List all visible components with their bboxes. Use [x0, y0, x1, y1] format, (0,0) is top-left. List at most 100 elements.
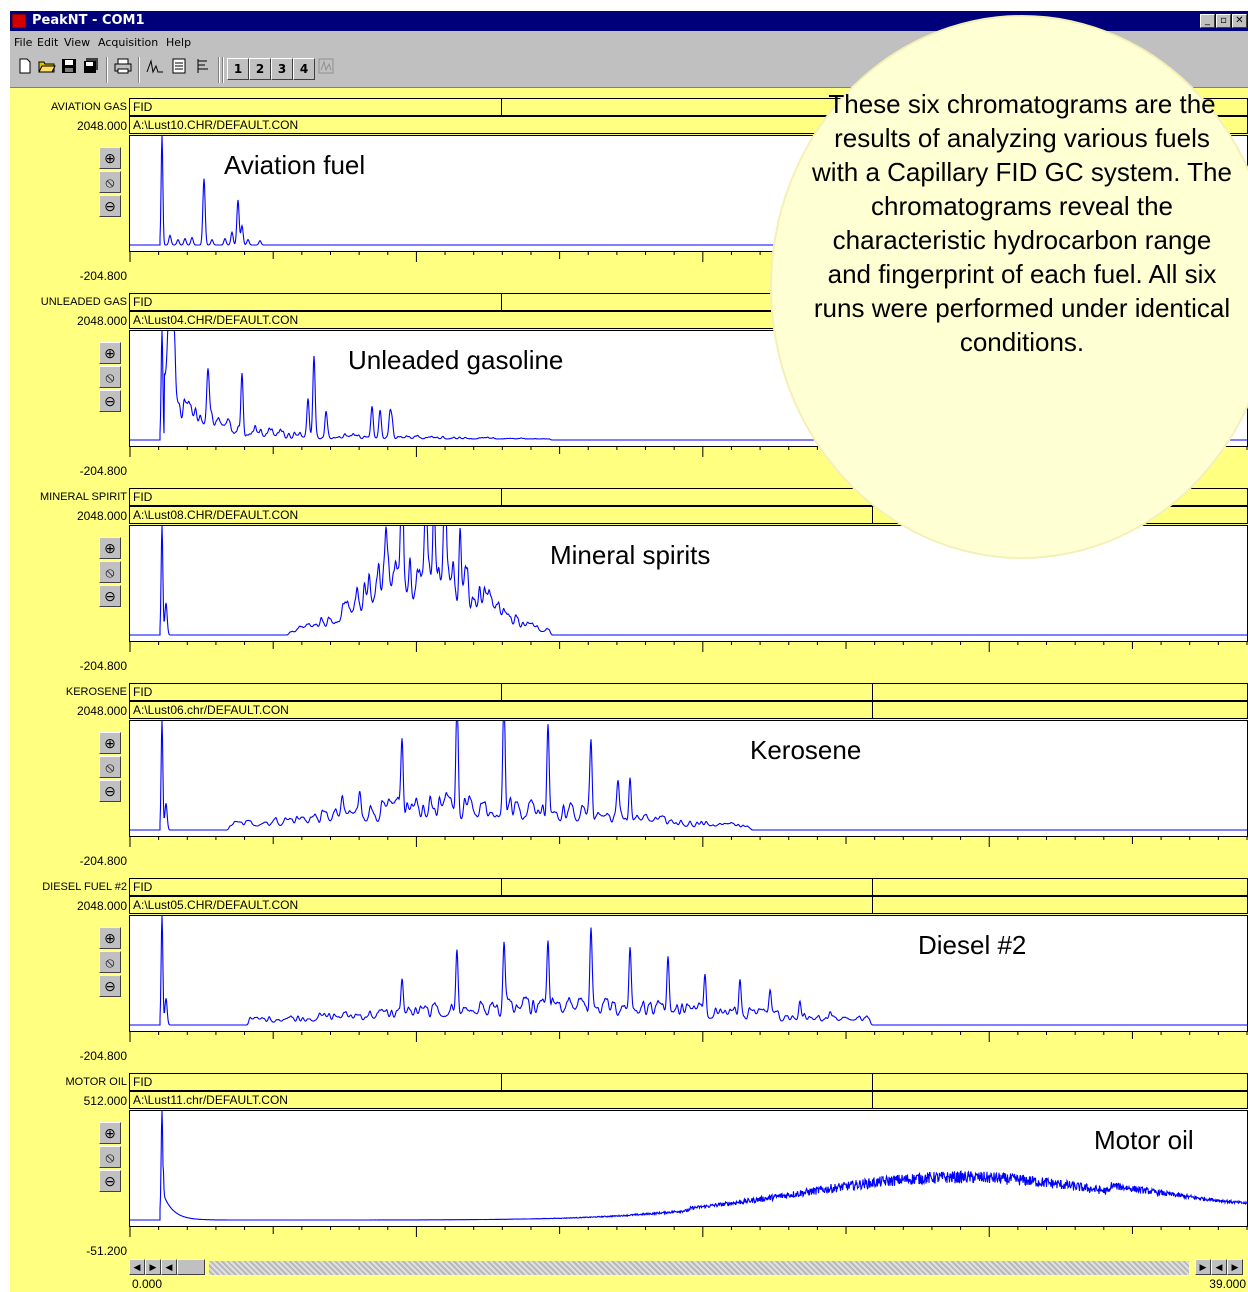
title-bar: PeakNT - COM1 _ ▫ ✕ — [10, 11, 1248, 31]
bar-divider — [501, 489, 502, 505]
bar-divider — [501, 879, 502, 895]
chromatogram-trace — [130, 1111, 1247, 1221]
zoom-in-icon[interactable]: ⊕ — [99, 732, 121, 754]
close-button[interactable]: ✕ — [1232, 14, 1247, 28]
chromatogram-trace — [130, 916, 1247, 1026]
scroll-right-icon[interactable]: ▶ — [145, 1259, 161, 1275]
channel-name: UNLEADED GAS — [40, 296, 127, 308]
detector-label: FID — [133, 1075, 153, 1089]
channel-3-button[interactable]: 3 — [271, 58, 293, 80]
zoom-in-icon[interactable]: ⊕ — [99, 537, 121, 559]
bar-divider — [501, 99, 502, 115]
maximize-button[interactable]: ▫ — [1216, 14, 1231, 28]
channel-name: MINERAL SPIRIT — [40, 491, 127, 503]
zoom-out-icon[interactable]: ⊖ — [99, 780, 121, 802]
channel-name: MOTOR OIL — [65, 1076, 127, 1088]
results-icon[interactable] — [192, 58, 214, 80]
scroll-left-icon[interactable]: ◀ — [1211, 1259, 1227, 1275]
open-icon[interactable] — [36, 58, 58, 80]
detector-label: FID — [133, 295, 153, 309]
zoom-in-icon[interactable]: ⊕ — [99, 1122, 121, 1144]
channel-4-button[interactable]: 4 — [293, 58, 315, 80]
file-bar[interactable]: A:\Lust05.CHR/DEFAULT.CON — [129, 896, 1248, 914]
detector-bar[interactable]: FID — [129, 878, 1248, 896]
zoom-in-icon[interactable]: ⊕ — [99, 927, 121, 949]
bar-divider — [501, 684, 502, 700]
file-bar[interactable]: A:\Lust06.chr/DEFAULT.CON — [129, 701, 1248, 719]
menu-view[interactable]: View — [64, 36, 91, 49]
zoom-out-icon[interactable]: ⊖ — [99, 195, 121, 217]
chromatogram-trace — [130, 721, 1247, 831]
bar-divider — [872, 507, 873, 523]
scroll-right-icon[interactable]: ▶ — [1227, 1259, 1243, 1275]
fuel-annotation: Motor oil — [1094, 1125, 1194, 1155]
scroll-thumb[interactable] — [177, 1259, 205, 1275]
menu-file[interactable]: File — [14, 36, 33, 49]
zoom-out-icon[interactable]: ⊖ — [99, 1170, 121, 1192]
zoom-reset-icon[interactable]: ⦸ — [99, 561, 121, 583]
horizontal-scrollbar[interactable]: ◀ ▶ ◀ ▶ ◀ ▶ — [129, 1259, 1248, 1277]
print-icon[interactable] — [112, 58, 134, 80]
y-axis-min: -204.800 — [79, 269, 127, 283]
save-all-icon[interactable] — [80, 58, 102, 80]
save-icon[interactable] — [58, 58, 80, 80]
bar-divider — [872, 879, 873, 895]
bar-divider — [872, 702, 873, 718]
zoom-reset-icon[interactable]: ⦸ — [99, 756, 121, 778]
y-axis-max: 2048.000 — [76, 509, 127, 523]
mineral-spirit-panel: ⊕ ⦸ ⊖ MINERAL SPIRIT 2048.000 -204.800 FID A:\L… — [10, 487, 1248, 682]
file-path: A:\Lust05.CHR/DEFAULT.CON — [133, 898, 299, 912]
chromatogram-plot[interactable] — [129, 720, 1248, 837]
scroll-track[interactable] — [209, 1261, 1189, 1275]
new-icon[interactable] — [14, 58, 36, 80]
detector-bar[interactable]: FID — [129, 683, 1248, 701]
chromatogram-svg — [130, 1111, 1247, 1221]
time-axis — [129, 1227, 1248, 1241]
fuel-annotation: Unleaded gasoline — [348, 345, 564, 375]
channel-2-button[interactable]: 2 — [249, 58, 271, 80]
zoom-reset-icon[interactable]: ⦸ — [99, 171, 121, 193]
x-range-max: 39.000 — [1209, 1277, 1246, 1291]
detector-label: FID — [133, 490, 153, 504]
toolbar-separator — [106, 57, 108, 83]
zoom-reset-icon[interactable]: ⦸ — [99, 1146, 121, 1168]
report-icon[interactable] — [168, 58, 190, 80]
y-axis-max: 2048.000 — [76, 119, 127, 133]
chromatogram-plot[interactable] — [129, 1110, 1248, 1227]
detector-label: FID — [133, 880, 153, 894]
y-axis-min: -204.800 — [79, 1049, 127, 1063]
y-axis-max: 2048.000 — [76, 314, 127, 328]
scroll-left-icon[interactable]: ◀ — [129, 1259, 145, 1275]
fuel-annotation: Kerosene — [750, 735, 862, 765]
time-axis — [129, 1032, 1248, 1046]
chromatogram-plot[interactable] — [129, 915, 1248, 1032]
menu-help[interactable]: Help — [166, 36, 192, 49]
scroll-right-icon[interactable]: ▶ — [1195, 1259, 1211, 1275]
motor-oil-panel: ⊕ ⦸ ⊖ MOTOR OIL 512.000 -51.200 FID A:\Lust11.c… — [10, 1072, 1248, 1267]
integrate-icon[interactable] — [144, 58, 166, 80]
zoom-out-icon[interactable]: ⊖ — [99, 585, 121, 607]
zoom-out-icon[interactable]: ⊖ — [99, 390, 121, 412]
zoom-in-icon[interactable]: ⊕ — [99, 342, 121, 364]
chromatogram-svg — [130, 916, 1247, 1026]
channel-1-button[interactable]: 1 — [227, 58, 249, 80]
zoom-reset-icon[interactable]: ⦸ — [99, 366, 121, 388]
bar-divider — [872, 684, 873, 700]
y-axis-max: 2048.000 — [76, 899, 127, 913]
bar-divider — [872, 1092, 873, 1108]
menu-edit[interactable]: Edit — [37, 36, 59, 49]
overlay-icon[interactable] — [315, 58, 337, 80]
channel-name: AVIATION GAS — [51, 101, 127, 113]
zoom-out-icon[interactable]: ⊖ — [99, 975, 121, 997]
file-bar[interactable]: A:\Lust11.chr/DEFAULT.CON — [129, 1091, 1248, 1109]
window-title: PeakNT - COM1 — [32, 13, 145, 28]
file-path: A:\Lust04.CHR/DEFAULT.CON — [133, 313, 299, 327]
zoom-reset-icon[interactable]: ⦸ — [99, 951, 121, 973]
detector-bar[interactable]: FID — [129, 1073, 1248, 1091]
x-range-min: 0.000 — [132, 1277, 163, 1291]
menu-acquisition[interactable]: Acquisition — [98, 36, 159, 49]
toolbar-separator — [222, 57, 224, 83]
minimize-button[interactable]: _ — [1200, 14, 1215, 28]
scroll-left-icon[interactable]: ◀ — [161, 1259, 177, 1275]
zoom-in-icon[interactable]: ⊕ — [99, 147, 121, 169]
